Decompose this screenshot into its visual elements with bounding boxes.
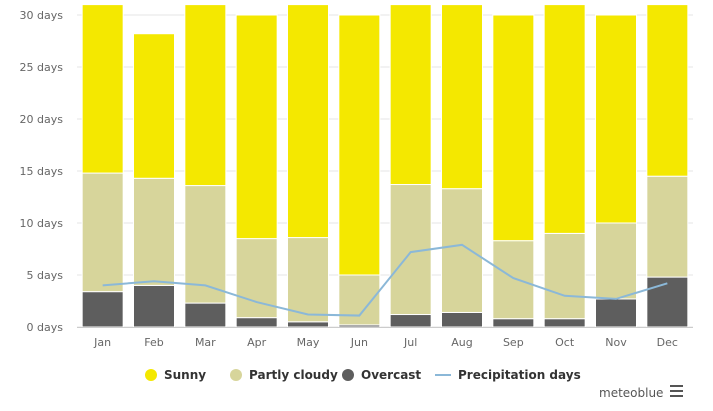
bar-overcast: [543, 318, 586, 328]
x-tick-label: Oct: [555, 336, 575, 349]
bar-overcast: [235, 317, 278, 328]
line-precipitation-days: [102, 243, 668, 317]
bar-sunny: [133, 33, 175, 179]
bar-overcast: [133, 284, 175, 328]
x-tick-label: Mar: [195, 336, 216, 349]
legend-label: Partly cloudy: [249, 368, 338, 382]
bar-sunny: [492, 14, 535, 242]
x-tick-label: Nov: [605, 336, 627, 349]
x-tick-label: Jun: [350, 336, 368, 349]
bar-partly-cloudy: [81, 172, 124, 293]
y-tick-label: 20 days: [20, 113, 64, 126]
bar-overcast: [389, 314, 432, 328]
y-tick-label: 5 days: [27, 269, 64, 282]
x-tick-label: Jul: [403, 336, 417, 349]
line-layer: [102, 243, 668, 317]
bar-partly-cloudy: [492, 240, 535, 320]
bar-sunny: [389, 4, 432, 186]
legend-label: Sunny: [164, 368, 206, 382]
bar-overcast: [646, 276, 689, 328]
y-tick-label: 15 days: [20, 165, 64, 178]
y-tick-label: 25 days: [20, 61, 64, 74]
bar-sunny: [81, 4, 124, 174]
bar-partly-cloudy: [646, 175, 689, 278]
bar-sunny: [338, 14, 381, 276]
y-tick-label: 10 days: [20, 217, 64, 230]
bar-overcast: [81, 291, 124, 328]
bar-sunny: [646, 4, 689, 177]
grid-layer: [77, 14, 693, 328]
x-tick-label: Aug: [451, 336, 472, 349]
x-tick-label: Jan: [93, 336, 111, 349]
bar-partly-cloudy: [543, 232, 586, 320]
bar-partly-cloudy: [338, 274, 381, 326]
hamburger-menu-icon[interactable]: [668, 383, 684, 399]
y-axis: 0 days 5 days 10 days 15 days 20 days 25 days…: [20, 9, 64, 334]
bar-partly-cloudy: [287, 237, 329, 323]
x-tick-label: Feb: [144, 336, 163, 349]
bar-sunny: [543, 4, 586, 234]
bar-partly-cloudy: [441, 188, 483, 313]
x-tick-label: Sep: [503, 336, 524, 349]
legend-circle-marker: [342, 369, 354, 381]
x-tick-label: Apr: [247, 336, 267, 349]
legend-circle-marker: [145, 369, 157, 381]
bar-partly-cloudy: [133, 177, 175, 286]
bar-sunny: [595, 14, 637, 224]
bar-sunny: [184, 4, 227, 187]
legend-label: Overcast: [361, 368, 421, 382]
x-axis: Jan Feb Mar Apr May Jun Jul Aug Sep Oct Nov Dec: [77, 327, 693, 349]
branding: meteoblue: [599, 383, 684, 400]
x-tick-label: May: [297, 336, 320, 349]
bar-sunny: [235, 14, 278, 240]
bar-sunny: [287, 4, 329, 239]
bar-overcast: [184, 302, 227, 328]
x-tick-label: Dec: [657, 336, 678, 349]
bar-sunny: [441, 4, 483, 190]
bar-partly-cloudy: [595, 222, 637, 300]
legend-item[interactable]: Precipitation days: [435, 368, 581, 382]
brand-label: meteoblue: [599, 386, 663, 400]
legend: Sunny Partly cloudy Overcast Precipitation …: [145, 368, 581, 382]
legend-item[interactable]: Partly cloudy: [230, 368, 338, 382]
y-tick-label: 30 days: [20, 9, 64, 22]
bar-overcast: [492, 318, 535, 328]
bar-overcast: [595, 298, 637, 328]
y-tick-label: 0 days: [27, 321, 64, 334]
bar-overcast: [287, 321, 329, 328]
legend-label: Precipitation days: [458, 368, 581, 382]
bars-layer: [81, 4, 689, 328]
legend-item[interactable]: Overcast: [342, 368, 421, 382]
bar-overcast: [441, 311, 483, 328]
legend-item[interactable]: Sunny: [145, 368, 206, 382]
legend-circle-marker: [230, 369, 242, 381]
